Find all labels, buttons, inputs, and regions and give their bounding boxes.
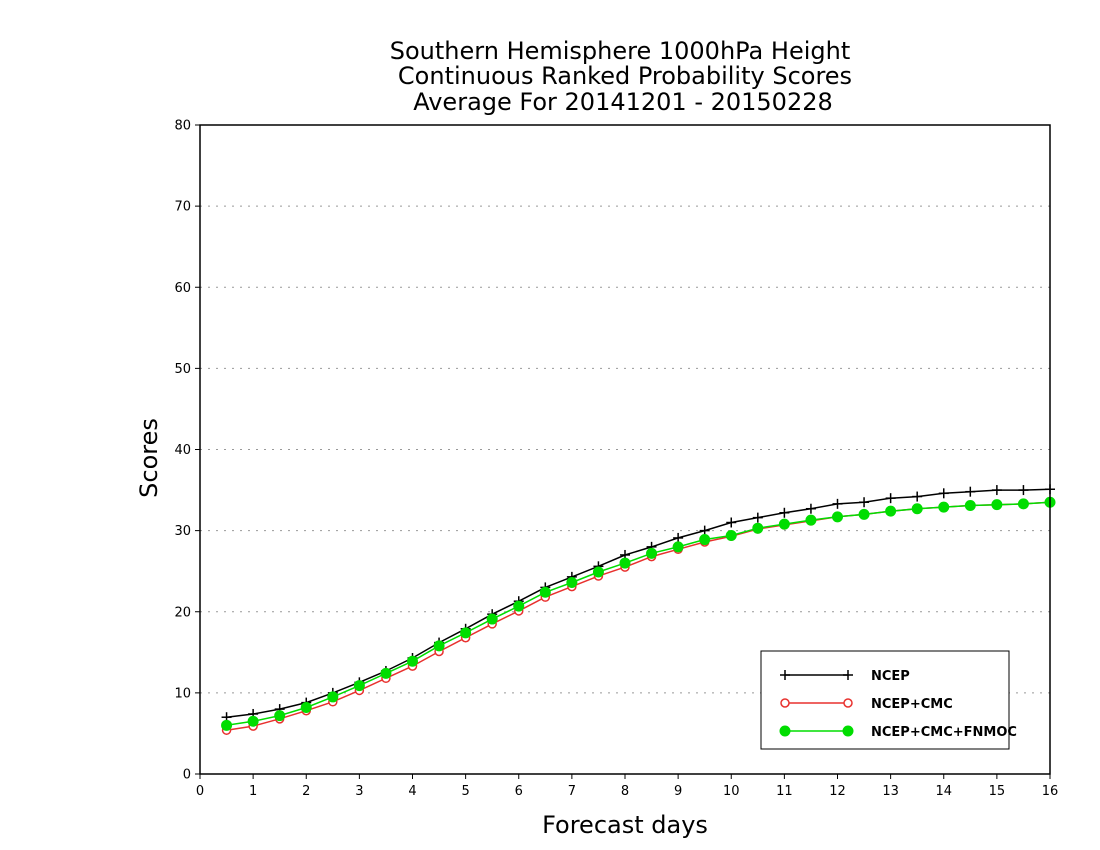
x-axis: 0 1 2 3 4 5 6 7 8 9 10 11 12 13 14 15 16: [196, 774, 1058, 799]
y-axis: 0 10 20 30 40 50 60 70 80: [174, 119, 200, 783]
data-point: [1017, 498, 1029, 510]
data-point: [619, 557, 631, 569]
x-tick-label: 10: [723, 784, 740, 799]
data-point: [726, 517, 737, 528]
data-point: [699, 534, 711, 546]
data-point: [912, 491, 923, 502]
data-point: [592, 566, 604, 578]
legend-entry: NCEP+CMC+FNMOC: [779, 725, 1017, 740]
legend-marker: [843, 698, 853, 708]
data-point: [858, 508, 870, 520]
chart-title: Southern Hemisphere 1000hPa Height Conti…: [390, 37, 852, 116]
x-tick-label: 8: [621, 784, 629, 799]
y-tick-label: 10: [174, 686, 191, 701]
legend-label: NCEP+CMC+FNMOC: [871, 725, 1017, 740]
data-point: [752, 522, 764, 534]
x-tick-label: 16: [1042, 784, 1059, 799]
x-tick-label: 11: [776, 784, 793, 799]
x-tick-label: 7: [568, 784, 576, 799]
data-point: [566, 577, 578, 589]
data-point: [911, 503, 923, 515]
legend-marker: [779, 725, 791, 737]
gridlines: [200, 205, 1050, 694]
data-point: [221, 719, 233, 731]
x-tick-label: 9: [674, 784, 682, 799]
y-tick-label: 40: [174, 443, 191, 458]
x-tick-label: 15: [989, 784, 1006, 799]
x-tick-label: 2: [302, 784, 310, 799]
legend-entry: NCEP+CMC: [780, 697, 953, 712]
data-point: [938, 488, 949, 499]
x-tick-label: 4: [408, 784, 416, 799]
data-point: [779, 507, 790, 518]
data-point: [859, 497, 870, 508]
data-point: [646, 547, 658, 559]
data-point: [964, 499, 976, 511]
data-point: [353, 680, 365, 692]
legend-items: NCEP NCEP+CMC NCEP+CMC+FNMOC: [779, 669, 1017, 740]
x-tick-label: 1: [249, 784, 257, 799]
data-point: [673, 532, 684, 543]
data-point: [513, 600, 525, 612]
data-point: [938, 501, 950, 513]
y-tick-label: 20: [174, 605, 191, 620]
data-point: [885, 493, 896, 504]
series-lines: [221, 484, 1056, 735]
y-tick-label: 0: [183, 768, 191, 783]
legend-marker: [780, 698, 790, 708]
x-tick-label: 13: [882, 784, 899, 799]
data-point: [1018, 485, 1029, 496]
x-tick-label: 14: [935, 784, 952, 799]
title-line-1: Southern Hemisphere 1000hPa Height: [390, 37, 850, 65]
data-point: [672, 541, 684, 553]
data-point: [832, 498, 843, 509]
data-point: [247, 715, 259, 727]
data-point: [274, 710, 286, 722]
series-ncep-cmc-fnmoc: [221, 496, 1056, 731]
data-point: [380, 667, 392, 679]
data-point: [805, 503, 816, 514]
data-point: [433, 640, 445, 652]
y-tick-label: 50: [174, 362, 191, 377]
data-point: [752, 512, 763, 523]
legend-label: NCEP: [871, 669, 910, 684]
data-point: [486, 613, 498, 625]
x-tick-label: 5: [461, 784, 469, 799]
y-tick-label: 70: [174, 200, 191, 215]
y-tick-label: 60: [174, 281, 191, 296]
y-tick-label: 80: [174, 119, 191, 134]
data-point: [778, 518, 790, 530]
data-point: [539, 586, 551, 598]
y-tick-label: 30: [174, 524, 191, 539]
x-tick-label: 6: [515, 784, 523, 799]
legend-label: NCEP+CMC: [871, 697, 953, 712]
title-line-2: Continuous Ranked Probability Scores: [398, 62, 852, 90]
y-axis-label: Scores: [135, 418, 163, 498]
data-point: [725, 529, 737, 541]
x-tick-label: 0: [196, 784, 204, 799]
data-point: [965, 486, 976, 497]
legend-box: [760, 650, 1010, 750]
data-point: [832, 511, 843, 523]
legend-marker: [843, 670, 853, 680]
legend: NCEP NCEP+CMC NCEP+CMC+FNMOC: [760, 650, 1017, 750]
data-point: [991, 499, 1003, 511]
title-line-3: Average For 20141201 - 20150228: [413, 88, 833, 116]
data-point: [699, 525, 710, 536]
data-point: [885, 505, 897, 517]
legend-entry: NCEP: [780, 669, 910, 684]
data-point: [991, 485, 1002, 496]
data-point: [805, 514, 817, 526]
x-tick-label: 12: [829, 784, 846, 799]
legend-marker: [780, 670, 790, 680]
legend-marker: [842, 725, 854, 737]
data-point: [460, 627, 472, 639]
x-axis-label: Forecast days: [542, 811, 708, 839]
data-point: [327, 691, 339, 703]
data-point: [407, 655, 418, 667]
data-point: [300, 701, 312, 713]
x-tick-label: 3: [355, 784, 363, 799]
